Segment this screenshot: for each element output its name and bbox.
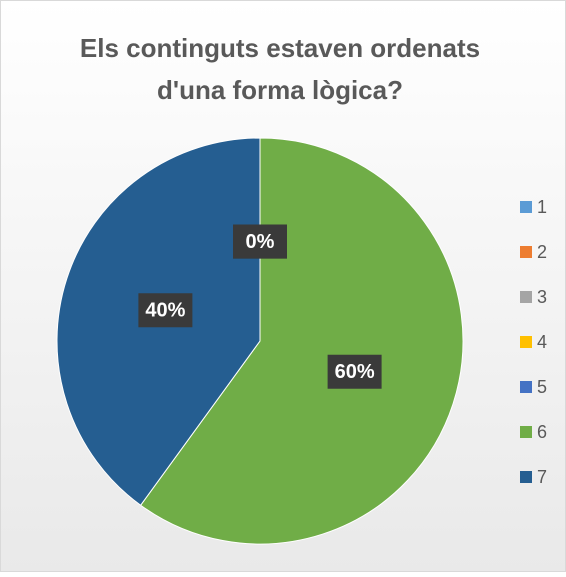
data-label: 60% <box>327 354 382 389</box>
legend-label: 4 <box>537 332 547 352</box>
legend-swatch <box>520 471 532 483</box>
legend-swatch <box>520 201 532 213</box>
data-label: 0% <box>233 224 287 259</box>
legend-swatch <box>520 291 532 303</box>
legend-swatch <box>520 381 532 393</box>
legend-swatch <box>520 426 532 438</box>
data-label-text: 0% <box>246 231 275 253</box>
data-label-box <box>233 224 287 259</box>
data-label-box <box>138 293 193 328</box>
legend-label: 2 <box>537 242 547 262</box>
legend-label: 3 <box>537 287 547 307</box>
chart-title: d'una forma lògica? <box>157 75 403 105</box>
legend-swatch <box>520 336 532 348</box>
legend-label: 6 <box>537 422 547 442</box>
pie-slice <box>139 137 464 545</box>
legend-label: 1 <box>537 197 547 217</box>
data-label: 40% <box>138 293 193 328</box>
data-label-text: 60% <box>335 361 375 383</box>
chart-title: Els continguts estaven ordenats <box>80 33 480 63</box>
data-label-text: 40% <box>145 300 185 322</box>
legend-swatch <box>520 246 532 258</box>
data-label-box <box>327 354 382 389</box>
legend-label: 5 <box>537 377 547 397</box>
legend-label: 7 <box>537 467 547 487</box>
